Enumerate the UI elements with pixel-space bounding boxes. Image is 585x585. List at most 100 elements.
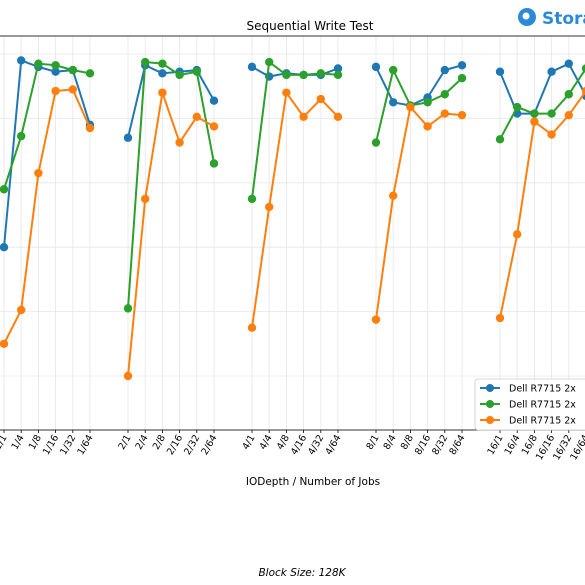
data-point (247, 194, 257, 204)
data-point (389, 191, 398, 200)
x-tick-label: 8/16 (413, 433, 433, 457)
data-point (581, 86, 585, 96)
series-layer (0, 56, 585, 381)
data-point (389, 65, 398, 75)
data-point (495, 313, 505, 323)
series-line (3, 88, 91, 345)
legend-label: Dell R7715 2x (509, 416, 576, 427)
data-point (51, 61, 60, 70)
data-point (158, 88, 167, 97)
x-tick-labels: 1/1 1/4 1/81/161/321/64 2/1 2/4 2/82/162/322/… (0, 430, 585, 462)
data-point (299, 70, 308, 80)
data-point (389, 98, 398, 107)
x-tick-label: 1/4 (10, 433, 27, 452)
legend-box (474, 378, 585, 431)
plot-frame (0, 35, 585, 431)
data-point (564, 90, 573, 99)
x-tick-label: 1/16 (41, 433, 61, 457)
data-point (457, 73, 467, 83)
logo-inner-dot (522, 12, 530, 20)
x-tick-label: 4/1 (240, 433, 257, 452)
data-point (192, 67, 201, 76)
footer-note: Block Size: 128K (258, 567, 346, 579)
data-point (371, 315, 381, 324)
series-line (499, 90, 585, 319)
x-tick-label: 2/4 (134, 433, 151, 452)
data-point (123, 371, 133, 381)
data-point (209, 159, 219, 168)
data-point (17, 131, 26, 141)
data-point (495, 67, 505, 76)
series-line (127, 60, 215, 309)
data-point (209, 96, 219, 105)
series-line (251, 90, 339, 328)
data-point (440, 65, 449, 75)
x-tick-label: 4/64 (323, 433, 343, 457)
data-point (209, 122, 219, 131)
series-1 (0, 56, 585, 252)
data-point (440, 109, 449, 118)
legend-marker (486, 400, 494, 408)
data-point (282, 70, 291, 80)
data-point (0, 243, 9, 252)
x-tick-label: 4/16 (289, 433, 309, 457)
grid (0, 36, 585, 430)
data-point (247, 323, 257, 332)
series-line (3, 59, 91, 248)
data-point (17, 305, 26, 315)
data-point (141, 57, 150, 67)
data-point (0, 185, 9, 194)
data-point (440, 90, 449, 99)
x-tick-label: 2/64 (199, 433, 219, 457)
data-point (333, 64, 343, 73)
series-line (375, 67, 463, 143)
data-point (547, 109, 556, 118)
legend-marker (486, 416, 494, 424)
legend-label: Dell R7715 2x (509, 400, 576, 411)
brand-text: Stora (542, 9, 585, 29)
data-point (85, 123, 95, 133)
data-point (564, 59, 573, 68)
data-point (265, 202, 274, 212)
data-point (530, 117, 539, 126)
data-point (85, 69, 95, 78)
x-tick-label: 16/1 (485, 433, 505, 457)
data-point (406, 102, 415, 112)
data-point (17, 56, 26, 65)
data-point (265, 57, 274, 67)
chart-title: Sequential Write Test (247, 19, 374, 33)
data-point (123, 304, 133, 313)
data-point (247, 62, 257, 72)
data-point (495, 135, 505, 144)
data-point (316, 94, 325, 104)
data-point (299, 112, 308, 121)
data-point (581, 64, 585, 73)
data-point (530, 109, 539, 118)
x-tick-label: 2/1 (116, 433, 133, 452)
data-point (564, 110, 573, 120)
data-point (192, 112, 201, 121)
data-point (513, 102, 522, 112)
data-point (423, 122, 432, 131)
data-point (457, 61, 467, 70)
series-line (251, 60, 339, 200)
data-point (51, 86, 60, 96)
data-point (371, 62, 381, 72)
x-tick-label: 1/64 (75, 433, 95, 457)
data-point (68, 85, 78, 94)
x-tick-label: 4/4 (258, 433, 275, 452)
data-point (141, 194, 150, 204)
data-point (51, 67, 60, 76)
data-point (547, 130, 556, 139)
data-point (333, 70, 343, 80)
series-line (499, 68, 585, 140)
x-tick-label: 2/32 (182, 433, 202, 457)
data-point (34, 168, 43, 178)
data-point (333, 112, 343, 121)
data-point (0, 339, 9, 348)
series-line (375, 104, 463, 320)
data-point (423, 98, 432, 107)
x-tick-label: 8/1 (364, 433, 381, 452)
data-point (158, 69, 167, 78)
